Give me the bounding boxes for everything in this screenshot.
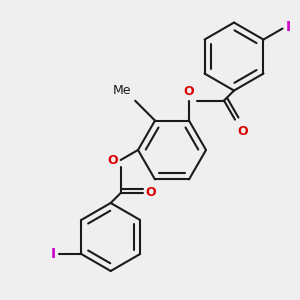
Text: I: I <box>286 20 291 34</box>
Text: Me: Me <box>113 84 131 97</box>
Text: O: O <box>184 85 194 98</box>
Text: I: I <box>51 247 56 261</box>
Text: O: O <box>237 124 247 138</box>
Text: O: O <box>107 154 118 167</box>
Text: O: O <box>146 187 156 200</box>
